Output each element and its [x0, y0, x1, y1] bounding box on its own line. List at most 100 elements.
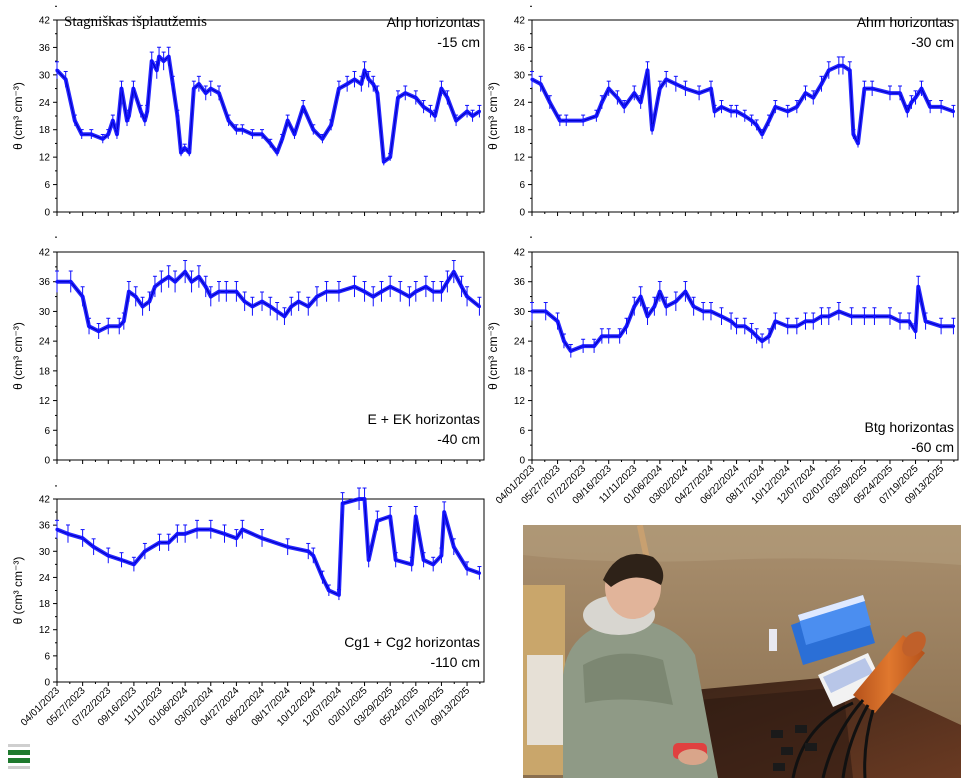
data-point — [652, 304, 656, 309]
data-point — [558, 118, 562, 123]
y-tick-label: 0 — [519, 456, 525, 467]
data-point — [367, 558, 371, 562]
data-point — [337, 86, 341, 91]
person — [563, 553, 718, 778]
data-point — [607, 334, 611, 338]
data-point — [81, 536, 85, 540]
data-point — [477, 109, 482, 114]
data-point — [424, 285, 428, 289]
data-point — [125, 118, 129, 123]
data-point — [465, 294, 469, 299]
data-point — [115, 132, 119, 136]
plot-frame — [56, 498, 485, 683]
y-tick-label: 42 — [39, 248, 51, 259]
data-point — [187, 150, 191, 155]
paper-table — [823, 658, 873, 693]
data-point — [898, 319, 902, 323]
data-point — [827, 314, 831, 318]
data-point — [439, 554, 444, 558]
horizon-label: Cg1 + Cg2 horizontas — [344, 634, 480, 650]
data-point — [217, 290, 221, 294]
data-point — [55, 527, 59, 532]
data-point — [250, 132, 255, 136]
y-tick-label: 42 — [39, 495, 51, 506]
data-point — [433, 114, 437, 118]
field-photo-drawing — [523, 525, 961, 778]
y-tick-label: 0 — [44, 678, 50, 689]
data-point — [282, 314, 287, 318]
data-point — [209, 86, 213, 91]
data-point — [811, 96, 815, 100]
horizon-label: Btg horizontas — [865, 419, 955, 435]
data-point — [674, 82, 678, 86]
data-point — [939, 324, 943, 328]
panel-cg: 0612182430364204/01/202305/27/202307/22/… — [11, 485, 485, 729]
ground-surface — [523, 525, 961, 565]
data-point — [337, 290, 341, 294]
data-point — [119, 86, 124, 91]
data-point — [403, 91, 407, 95]
data-point — [905, 109, 909, 114]
data-point — [760, 339, 764, 343]
data-point — [127, 114, 131, 118]
y-tick-label: 24 — [39, 337, 51, 348]
data-point — [819, 314, 824, 318]
data-point — [530, 309, 534, 314]
data-point — [811, 319, 815, 323]
data-point — [183, 532, 187, 536]
y-tick-label: 6 — [519, 180, 525, 191]
data-point — [327, 588, 331, 593]
data-point — [234, 290, 239, 294]
y-tick-label: 24 — [514, 98, 526, 109]
data-point — [167, 54, 171, 59]
data-point — [111, 118, 115, 123]
data-point — [340, 501, 345, 505]
y-tick-label: 0 — [44, 456, 50, 467]
data-point — [153, 285, 157, 289]
depth-label: -15 cm — [437, 34, 480, 50]
data-point — [421, 558, 426, 562]
y-tick-label: 18 — [39, 125, 51, 136]
data-point — [439, 86, 444, 91]
data-point — [268, 141, 272, 146]
series-line — [531, 63, 955, 146]
data-point — [155, 68, 159, 72]
data-point — [773, 105, 777, 109]
data-point — [639, 294, 643, 299]
data-point — [692, 304, 696, 309]
data-point — [916, 285, 920, 289]
data-point — [106, 324, 110, 328]
data-point — [371, 294, 375, 299]
data-point — [564, 118, 568, 123]
data-point — [81, 294, 85, 299]
data-point — [289, 304, 293, 309]
y-tick-label: 12 — [39, 625, 51, 636]
data-point — [329, 123, 333, 127]
y-tick-label: 12 — [39, 153, 51, 164]
data-point — [286, 118, 290, 123]
data-point — [337, 593, 341, 597]
data-point — [227, 118, 231, 123]
data-point — [268, 304, 272, 309]
data-point — [64, 77, 68, 82]
data-point — [837, 309, 841, 314]
data-point — [632, 91, 636, 95]
data-point — [734, 109, 739, 114]
data-point — [97, 329, 101, 333]
y-tick-label: 18 — [514, 366, 526, 377]
data-point — [407, 294, 412, 299]
y-tick-label: 18 — [39, 366, 51, 377]
data-point — [159, 280, 163, 284]
data-point — [431, 562, 435, 566]
plot-frame — [56, 251, 485, 461]
data-point — [204, 91, 208, 95]
data-point — [143, 549, 147, 553]
y-tick-label: 6 — [519, 426, 525, 437]
data-point — [862, 86, 866, 91]
data-point — [928, 105, 932, 109]
data-point — [664, 77, 668, 82]
data-point — [581, 118, 585, 123]
data-point — [674, 299, 678, 304]
y-tick-label: 36 — [39, 43, 51, 54]
data-point — [452, 270, 456, 274]
